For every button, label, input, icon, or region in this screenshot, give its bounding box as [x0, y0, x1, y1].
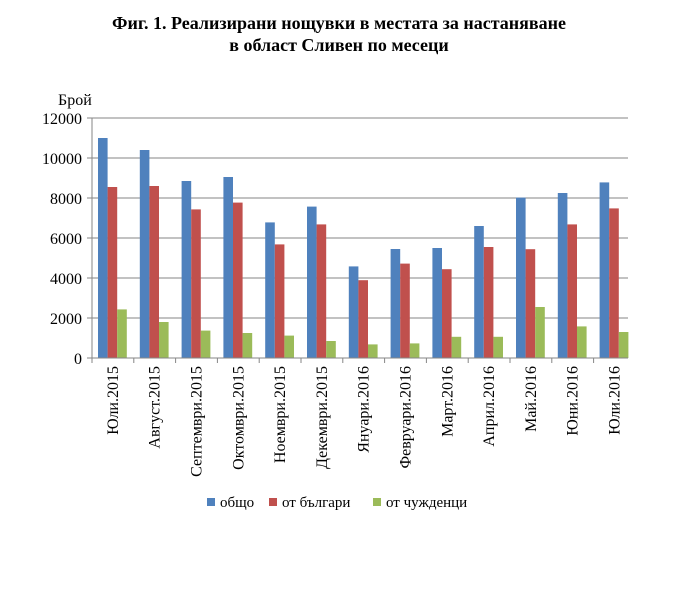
bar-total — [223, 177, 233, 358]
x-tick-label: Ноември.2015 — [272, 366, 289, 463]
legend-swatch — [373, 498, 381, 506]
x-tick-label: Юли.2016 — [607, 366, 624, 435]
bar-total — [307, 206, 317, 358]
bar-foreigners — [409, 343, 420, 358]
bar-foreigners — [577, 326, 587, 358]
y-tick-label: 2000 — [50, 311, 82, 328]
bars — [98, 138, 629, 358]
bar-foreigners — [284, 335, 294, 358]
chart-title: Фиг. 1. Реализирани нощувки в местата за… — [0, 12, 678, 56]
y-axis-label: Брой — [58, 92, 92, 109]
y-tick-labels: 0 2000 4000 6000 8000 10000 12000 — [42, 111, 82, 368]
bar-foreigners — [535, 307, 545, 358]
y-tick-label: 10000 — [42, 151, 82, 168]
x-tick-label: Юли.2015 — [105, 366, 122, 435]
bar-foreigners — [618, 332, 629, 358]
bar-total — [181, 181, 192, 358]
y-tick-label: 6000 — [50, 231, 82, 248]
bar-total — [390, 249, 401, 358]
bar-bulgarians — [442, 269, 452, 358]
legend-label: от чужденци — [386, 495, 467, 511]
bar-bulgarians — [567, 224, 577, 358]
y-tick-label: 12000 — [42, 111, 82, 128]
bar-foreigners — [200, 330, 211, 358]
x-tick-label: Юни.2016 — [565, 366, 582, 436]
x-tick-label: Октомври.2015 — [230, 366, 247, 470]
bar-foreigners — [159, 322, 169, 358]
bar-bulgarians — [525, 249, 536, 358]
bar-bulgarians — [483, 247, 494, 358]
bar-foreigners — [117, 309, 127, 358]
bar-foreigners — [493, 336, 503, 358]
legend-label: общо — [220, 495, 254, 511]
axes — [87, 117, 628, 363]
bar-bulgarians — [358, 280, 368, 358]
legend-swatch — [269, 498, 277, 506]
x-tick-label: Април.2016 — [481, 366, 498, 447]
x-tick-label: Септември.2015 — [189, 366, 206, 477]
bar-total — [474, 226, 484, 358]
bar-total — [265, 222, 275, 358]
bar-total — [432, 248, 442, 358]
bar-foreigners — [242, 333, 253, 358]
chart-title-line-1: Фиг. 1. Реализирани нощувки в местата за… — [112, 13, 566, 33]
x-tick-label: Януари.2016 — [356, 366, 373, 453]
x-tick-label: Март.2016 — [439, 366, 456, 437]
legend-swatch — [207, 498, 215, 506]
x-tick-labels: Юли.2015 Август.2015 Септември.2015 Октомвр… — [105, 366, 624, 477]
bar-total — [516, 197, 526, 358]
bar-foreigners — [326, 341, 336, 358]
legend-label: от българи — [282, 495, 350, 511]
bar-bulgarians — [149, 186, 159, 358]
x-tick-label: Декември.2015 — [314, 366, 331, 469]
bar-total — [348, 266, 359, 358]
bar-foreigners — [451, 336, 462, 358]
x-tick-label: Май.2016 — [523, 366, 540, 432]
y-tick-label: 8000 — [50, 191, 82, 208]
chart-title-line-2: в област Сливен по месеци — [229, 35, 449, 55]
bar-total — [557, 193, 568, 358]
x-tick-label: Февруари.2016 — [398, 366, 415, 469]
bar-bulgarians — [233, 202, 243, 358]
legend: общо от българи от чужденци — [207, 495, 467, 511]
bar-bulgarians — [107, 187, 118, 358]
bar-total — [98, 138, 108, 358]
bar-bulgarians — [316, 224, 327, 358]
bar-bulgarians — [400, 263, 410, 358]
y-tick-label: 4000 — [50, 271, 82, 288]
x-tick-label: Август.2015 — [147, 366, 164, 449]
bar-total — [139, 150, 150, 358]
bar-foreigners — [368, 344, 378, 358]
bar-bulgarians — [191, 209, 201, 358]
bar-total — [599, 182, 610, 358]
y-tick-label: 0 — [74, 351, 82, 368]
bar-bulgarians — [609, 208, 619, 358]
bar-bulgarians — [274, 244, 285, 358]
